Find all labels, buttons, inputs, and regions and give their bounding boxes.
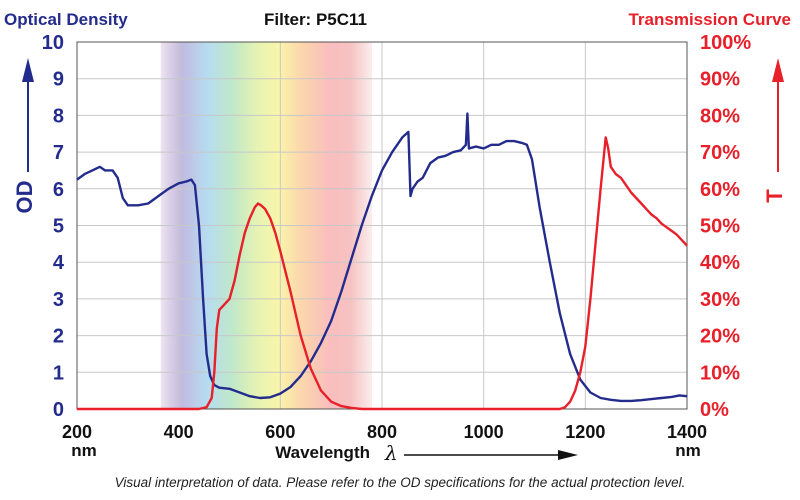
y-right-tick-label: 70% (700, 142, 740, 164)
y-left-tick-label: 3 (53, 289, 64, 311)
od-up-arrow-icon (22, 58, 34, 172)
y-right-label: T (762, 189, 787, 203)
y-left-label: OD (12, 181, 37, 214)
y-left-tick-label: 9 (53, 69, 64, 91)
y-right-tick-label: 0% (700, 399, 729, 421)
y-left-tick-label: 10 (42, 32, 64, 54)
footer-note: Visual interpretation of data. Please re… (115, 475, 686, 490)
y-left-tick-label: 4 (53, 252, 65, 274)
y-left-tick-labels: 0 1 2 3 4 5 6 7 8 9 10 (42, 32, 65, 421)
filter-title: Filter: P5C11 (264, 10, 367, 29)
wavelength-arrow-icon (404, 450, 578, 460)
y-left-tick-label: 8 (53, 105, 64, 127)
y-right-tick-label: 80% (700, 105, 740, 127)
x-unit-left: nm (71, 441, 97, 460)
y-left-tick-label: 6 (53, 179, 64, 201)
y-left-tick-label: 1 (53, 362, 64, 384)
od-series-line (76, 112, 688, 403)
od-title: Optical Density (4, 10, 128, 29)
y-right-tick-label: 90% (700, 69, 740, 91)
y-right-tick-label: 50% (700, 216, 740, 238)
x-tick-label: 200 (62, 422, 92, 442)
y-left-tick-label: 0 (53, 399, 64, 421)
y-left-tick-label: 2 (53, 326, 64, 348)
x-unit-right: nm (675, 441, 701, 460)
x-axis-label: Wavelength (275, 443, 370, 462)
y-right-tick-label: 10% (700, 362, 740, 384)
x-tick-labels: 200 400 600 800 1000 1200 1400 (62, 422, 707, 442)
y-right-tick-label: 30% (700, 289, 740, 311)
y-right-tick-labels: 0% 10% 20% 30% 40% 50% 60% 70% 80% 90% 100% (700, 32, 751, 421)
y-right-tick-label: 60% (700, 179, 740, 201)
y-left-tick-label: 5 (53, 216, 64, 238)
x-tick-label: 1200 (565, 422, 605, 442)
y-left-tick-label: 7 (53, 142, 64, 164)
x-tick-label: 800 (367, 422, 397, 442)
transmission-title: Transmission Curve (628, 10, 791, 29)
transmission-series-line (77, 136, 688, 411)
y-right-tick-label: 20% (700, 326, 740, 348)
x-tick-label: 1000 (464, 422, 504, 442)
x-tick-label: 600 (265, 422, 295, 442)
lambda-symbol: λ (384, 441, 398, 465)
y-right-tick-label: 100% (700, 32, 751, 54)
x-tick-label: 1400 (667, 422, 707, 442)
y-right-tick-label: 40% (700, 252, 740, 274)
t-up-arrow-icon (772, 58, 784, 172)
x-tick-label: 400 (164, 422, 194, 442)
